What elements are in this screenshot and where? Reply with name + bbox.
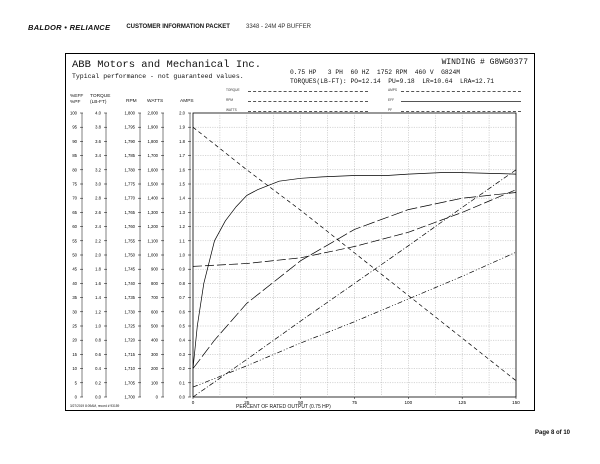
footer-note: 3/27/2019 8:09AM, record # 93159 [70,404,120,408]
legend-rpm: RPM [226,98,234,102]
model-label: 3348 - 24M 4P BUFFER [245,24,311,30]
axis-header-torque: TORQUE (LB-FT) [90,94,111,105]
axis-header-watts: WATTS [147,99,164,104]
company-name: ABB Motors and Mechanical Inc. [72,59,262,71]
rating-line-1: 0.75 HP 3 PH 60 HZ 1752 RPM 460 V G824M [290,69,461,76]
axis-header-amps: AMPS [180,99,194,104]
legend-line-rpm [248,101,368,102]
legend-eff: EFF [388,98,395,102]
disclaimer-text: Typical performance - not guaranteed val… [72,73,244,80]
winding-number: WINDING # G8WG0377 [441,58,528,67]
x-axis-label: PERCENT OF RATED OUTPUT (0.75 HP) [236,404,331,410]
legend-line-torque [248,91,368,92]
axis-header-eff-pf: %EFF %PF [70,94,84,105]
legend-line-eff [401,101,521,102]
legend-amps: AMPS [388,88,398,92]
document-header: BALDOR • RELIANCE CUSTOMER INFORMATION P… [28,22,311,32]
page-number: Page 8 of 10 [534,430,570,436]
rating-line-2: TORQUES(LB-FT): PO=12.14 PU=9.18 LR=10.6… [290,77,495,85]
axis-header-rpm: RPM [126,99,137,104]
performance-sheet: ABB Motors and Mechanical Inc. Typical p… [65,53,535,411]
legend-torque: TORQUE [226,88,240,92]
rating-block: 0.75 HP 3 PH 60 HZ 1752 RPM 460 V G824M … [290,69,494,86]
legend-line-amps [401,91,521,92]
legend-watts: WATTS [226,108,237,112]
legend-line-pf [401,111,521,112]
legend-pf: PF [388,108,393,112]
brand-logo: BALDOR • RELIANCE [28,22,111,32]
packet-title: CUSTOMER INFORMATION PACKET [126,24,230,30]
legend-line-watts [248,111,368,112]
